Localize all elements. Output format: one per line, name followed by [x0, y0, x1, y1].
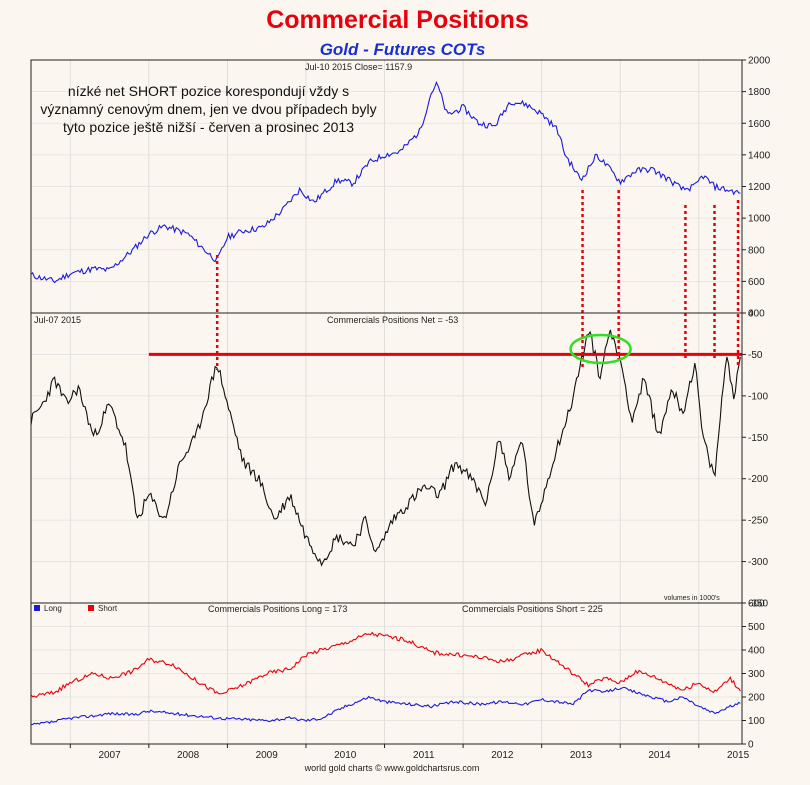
- y-tick-label: -350: [748, 599, 768, 610]
- net-panel-title: Commercials Positions Net = -53: [327, 315, 458, 325]
- short-panel-title: Commercials Positions Short = 225: [462, 604, 603, 614]
- chart-subtitle: Gold - Futures COTs: [319, 40, 486, 59]
- y-tick-label: -150: [748, 433, 768, 444]
- y-tick-label: 600: [748, 277, 765, 288]
- legend-long-swatch: [34, 605, 40, 611]
- y-tick-label: 1000: [748, 214, 771, 225]
- y-tick-label: 1600: [748, 119, 771, 130]
- x-tick-label: 2009: [256, 750, 279, 761]
- y-tick-label: 600: [748, 599, 765, 610]
- y-tick-label: 200: [748, 693, 765, 704]
- y-tick-label: -300: [748, 557, 768, 568]
- legend-short-swatch: [88, 605, 94, 611]
- annotation-text: nízké net SHORT pozice korespondují vždy…: [40, 83, 377, 135]
- series-line: [30, 80, 741, 284]
- longshort-panel-frame: [30, 602, 743, 745]
- annotation-overlay: [148, 190, 742, 370]
- price-panel-header: Jul-10 2015 Close= 1157.9: [305, 62, 412, 72]
- series-line: [30, 686, 741, 726]
- grid: 4006008001000120014001600180020000-50-10…: [31, 56, 771, 761]
- y-tick-label: 800: [748, 245, 765, 256]
- net-panel-date: Jul-07 2015: [34, 315, 81, 325]
- y-tick-label: 400: [748, 646, 765, 657]
- x-tick-label: 2008: [177, 750, 200, 761]
- series-line: [30, 329, 741, 567]
- legend-short-label: Short: [98, 604, 118, 613]
- x-tick-label: 2012: [491, 750, 514, 761]
- net-panel-frame: [30, 312, 743, 604]
- x-tick-label: 2013: [570, 750, 593, 761]
- y-tick-label: 2000: [748, 56, 771, 67]
- x-tick-label: 2011: [413, 750, 435, 761]
- legend-long-label: Long: [44, 604, 62, 613]
- y-tick-label: 400: [748, 309, 765, 320]
- x-tick-label: 2010: [334, 750, 357, 761]
- y-tick-label: 1200: [748, 182, 771, 193]
- y-tick-label: 300: [748, 669, 765, 680]
- y-tick-label: 1800: [748, 87, 771, 98]
- volumes-note: volumes in 1000's: [664, 595, 720, 602]
- series-line: [30, 631, 741, 699]
- x-tick-label: 2015: [727, 750, 750, 761]
- series-lines: [30, 80, 741, 726]
- y-tick-label: 500: [748, 622, 765, 633]
- highlight-ellipse: [569, 333, 632, 365]
- x-tick-label: 2007: [98, 750, 121, 761]
- y-tick-label: 0: [748, 309, 754, 320]
- y-tick-label: 1400: [748, 150, 771, 161]
- chart-title: Commercial Positions: [266, 6, 529, 34]
- chart-footer: world gold charts © www.goldchartsrus.co…: [304, 763, 480, 773]
- y-tick-label: 0: [748, 740, 754, 751]
- y-tick-label: -250: [748, 516, 768, 527]
- y-tick-label: -100: [748, 391, 768, 402]
- y-tick-label: -50: [748, 350, 763, 361]
- y-tick-label: -200: [748, 474, 768, 485]
- y-tick-label: 100: [748, 716, 765, 727]
- long-panel-title: Commercials Positions Long = 173: [208, 604, 347, 614]
- x-tick-label: 2014: [648, 750, 671, 761]
